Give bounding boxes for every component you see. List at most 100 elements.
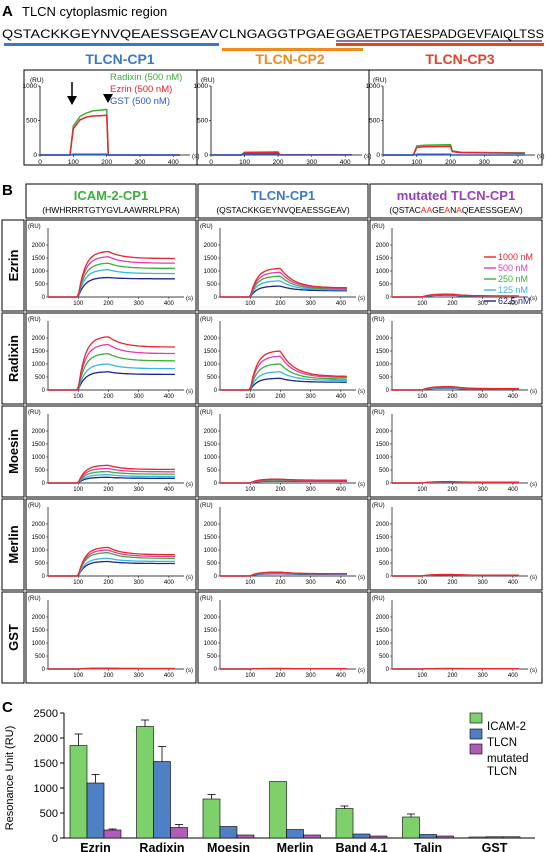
y-unit-label: (RU) [372,503,385,509]
y-tick-label: 1000 [204,269,218,275]
peptide-icam2-name: ICAM-2-CP1 [74,188,148,203]
y-unit-label: (RU) [200,410,213,416]
sensorgram-gst-2: (RU) (s) 0 500 1000 1500 2000 100 200 300 400 [200,596,365,679]
panel-c-legend: ICAM-2 TLCN mutated TLCN [469,712,529,778]
tlcn-sequence-part-2: CLNGAGGTPGAE [219,27,335,41]
cp3-region-bar [336,43,544,46]
legend-500-label: 500 nM [498,263,528,273]
panel-a-letter: A [2,3,13,20]
legend-ezrin: Ezrin (500 nM) [110,84,172,95]
x-tick-label: 300 [134,301,145,307]
x-tick-label: 0 [209,159,213,166]
x-unit-label: (s) [530,296,537,302]
cp3-region-label: TLCN-CP3 [425,51,494,67]
x-tick-label: 100 [73,394,84,400]
category-label: Radixin [139,841,184,852]
x-tick-label: 400 [513,159,524,166]
conc-trace [392,481,519,484]
x-tick-label: 300 [306,673,317,679]
y-tick-label: 1000 [32,455,46,461]
sensorgram-a-1: (RU) (s) 0 500 1000 0 100 200 300 400 [23,77,200,166]
conc-trace [48,343,175,391]
y-tick-label: 0 [42,295,46,301]
conc-trace [48,363,175,391]
sensorgram-merlin-1: (RU) (s) 0 500 1000 1500 2000 100 200 300 400 [28,503,193,586]
x-tick-label: 300 [134,394,145,400]
conc-trace [220,271,347,298]
y-tick-label: 2000 [32,429,46,435]
x-tick-label: 300 [135,159,146,166]
y-tick-label: 2000 [204,243,218,249]
y-tick-label: 0 [52,833,58,845]
panel-c-ylabel: Resonance Unit (RU) [4,726,16,831]
x-tick-label: 200 [103,301,114,307]
legend-label-mutated: mutated TLCN [487,753,529,778]
category-label: GST [482,841,508,852]
plot-frame [197,591,369,684]
y-unit-label: (RU) [373,77,387,84]
y-tick-label: 2000 [32,522,46,528]
x-tick-label: 300 [134,487,145,493]
y-tick-label: 2000 [376,429,390,435]
x-tick-label: 300 [306,394,317,400]
x-tick-label: 300 [306,487,317,493]
x-tick-label: 200 [447,301,458,307]
mutated-seq-part-1: (QSTAC [389,205,420,215]
sensorgram-a-2: (RU) (s) 0 500 1000 0 100 200 300 400 [194,77,372,166]
y-tick-label: 1500 [32,256,46,262]
x-unit-label: (s) [358,296,365,302]
conc-trace [220,371,347,391]
peptide-icam2-sequence: (HWHRRRTGTYGVLAAWRRLPRA) [42,205,180,215]
x-tick-label: 400 [164,580,175,586]
x-tick-label: 400 [508,301,519,307]
mutated-seq-part-3: GE [432,205,445,215]
sensorgram-gst-3: (RU) (s) 0 500 1000 1500 2000 100 200 300 400 [372,596,537,679]
x-tick-label: 100 [245,394,256,400]
x-unit-label: (s) [192,153,200,160]
x-tick-label: 200 [275,394,286,400]
y-tick-label: 1000 [376,269,390,275]
y-tick-label: 1000 [376,362,390,368]
x-tick-label: 100 [73,487,84,493]
cp1-region-label: TLCN-CP1 [85,51,154,67]
x-unit-label: (s) [364,153,372,160]
x-tick-label: 200 [275,301,286,307]
plot-frame [369,219,543,312]
x-unit-label: (s) [358,389,365,395]
x-tick-label: 400 [168,159,179,166]
conc-trace [48,464,175,484]
sensorgram-gst-1: (RU) (s) 0 500 1000 1500 2000 100 200 300 400 [28,596,193,679]
panel-a-legend: Radixin (500 nM) Ezrin (500 nM) GST (500… [110,72,182,107]
y-tick-label: 0 [214,667,218,673]
y-tick-label: 0 [204,152,208,159]
series-line [40,153,180,156]
x-tick-label: 100 [245,580,256,586]
x-tick-label: 200 [101,159,112,166]
conc-trace [48,557,175,577]
y-tick-label: 2000 [34,733,58,745]
sensorgram-moesin-2: (RU) (s) 0 500 1000 1500 2000 100 200 300 400 [200,410,365,493]
y-tick-label: 1000 [32,269,46,275]
plot-frame [25,405,197,498]
plot-frame [197,312,369,405]
x-tick-label: 100 [417,301,428,307]
y-tick-label: 1000 [376,455,390,461]
x-tick-label: 100 [245,301,256,307]
peptide-tlcn-sequence: (QSTACKKGEYNVQEAESSGEAV) [216,205,350,215]
legend-250-label: 250 nM [498,274,528,284]
conc-trace [48,250,175,298]
peptide-header-box-1 [25,183,197,219]
x-unit-label: (s) [186,482,193,488]
x-tick-label: 200 [447,487,458,493]
y-tick-label: 500 [369,118,380,125]
category-label: Ezrin [80,841,111,852]
x-tick-label: 100 [417,487,428,493]
conc-trace [392,573,519,577]
y-tick-label: 500 [197,118,208,125]
y-tick-label: 0 [214,481,218,487]
y-tick-label: 500 [207,654,218,660]
x-tick-label: 400 [336,394,347,400]
y-tick-label: 1500 [204,628,218,634]
bar [202,798,221,839]
bar [86,782,105,839]
